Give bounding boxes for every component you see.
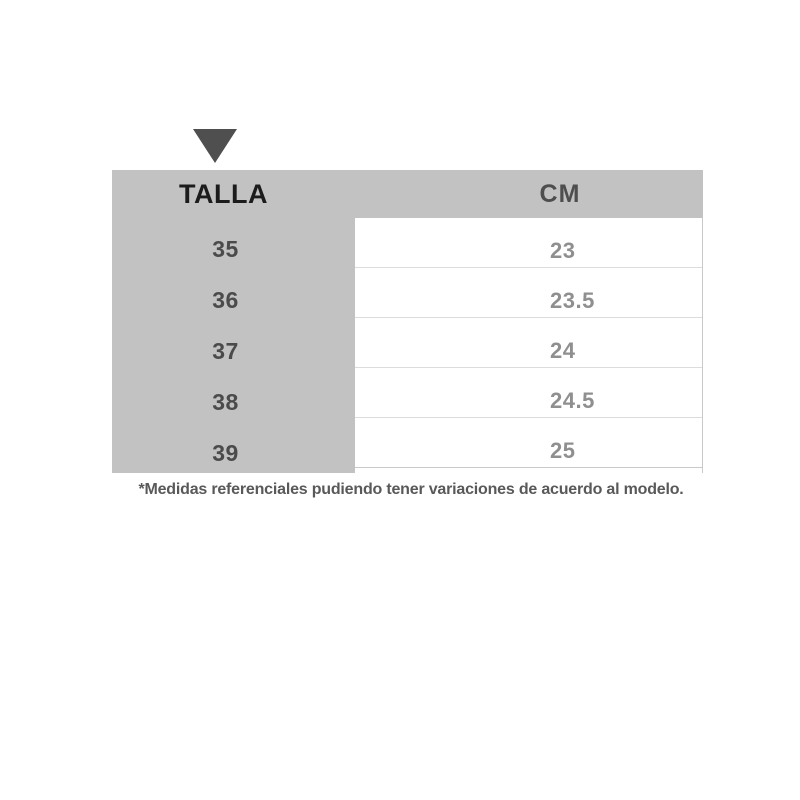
size-value: 36 <box>212 287 239 313</box>
table-row-cm: 23.5 <box>355 268 702 318</box>
triangle-down-icon <box>193 129 237 163</box>
cm-value: 24.5 <box>550 388 595 413</box>
size-value: 35 <box>212 236 239 262</box>
size-value: 37 <box>212 338 239 364</box>
cm-value: 24 <box>550 338 576 363</box>
cm-value: 25 <box>550 438 576 463</box>
column-header-talla-label: TALLA <box>179 178 268 209</box>
column-header-cm-label: CM <box>539 179 581 208</box>
table-header-row: TALLA CM <box>112 170 703 218</box>
table-row-size: 39 <box>112 422 355 473</box>
table-row-size: 35 <box>112 218 355 269</box>
table-row-cm: 24 <box>355 318 702 368</box>
talla-column: 35 36 37 38 39 <box>112 218 355 473</box>
size-value: 39 <box>212 440 239 466</box>
table-body: 35 36 37 38 39 23 <box>112 218 703 473</box>
table-row-size: 37 <box>112 320 355 371</box>
table-row-cm: 25 <box>355 418 702 468</box>
footnote: *Medidas referenciales pudiendo tener va… <box>138 481 684 498</box>
table-row-size: 36 <box>112 269 355 320</box>
table-row-cm: 24.5 <box>355 368 702 418</box>
table-row-size: 38 <box>112 371 355 422</box>
size-table: TALLA CM 35 36 37 38 <box>112 170 703 473</box>
column-header-talla: TALLA <box>112 170 355 218</box>
cm-column: 23 23.5 24 24.5 25 <box>355 218 703 473</box>
table-row-cm: 23 <box>355 218 702 268</box>
cm-value: 23.5 <box>550 288 595 313</box>
cm-value: 23 <box>550 238 576 263</box>
size-value: 38 <box>212 389 239 415</box>
column-header-cm: CM <box>355 170 703 218</box>
